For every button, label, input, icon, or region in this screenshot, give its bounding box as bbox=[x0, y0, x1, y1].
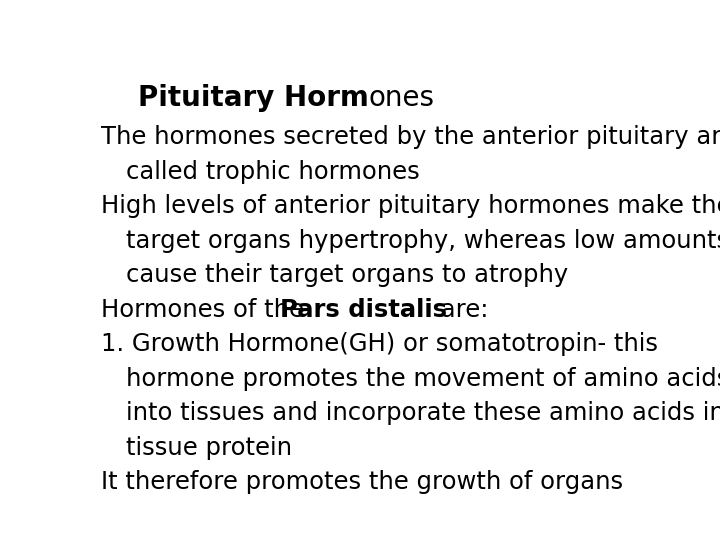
Text: cause their target organs to atrophy: cause their target organs to atrophy bbox=[126, 263, 569, 287]
Text: ones: ones bbox=[369, 84, 435, 112]
Text: hormone promotes the movement of amino acids: hormone promotes the movement of amino a… bbox=[126, 367, 720, 390]
Text: Pars distalis: Pars distalis bbox=[281, 298, 448, 322]
Text: Hormones of the: Hormones of the bbox=[101, 298, 312, 322]
Text: called trophic hormones: called trophic hormones bbox=[126, 160, 420, 184]
Text: It therefore promotes the growth of organs: It therefore promotes the growth of orga… bbox=[101, 470, 624, 494]
Text: Pituitary Horm: Pituitary Horm bbox=[138, 84, 369, 112]
Text: are:: are: bbox=[433, 298, 489, 322]
Text: target organs hypertrophy, whereas low amounts: target organs hypertrophy, whereas low a… bbox=[126, 228, 720, 253]
Text: into tissues and incorporate these amino acids into: into tissues and incorporate these amino… bbox=[126, 401, 720, 425]
Text: 1. Growth Hormone(GH) or somatotropin- this: 1. Growth Hormone(GH) or somatotropin- t… bbox=[101, 332, 658, 356]
Text: The hormones secreted by the anterior pituitary are: The hormones secreted by the anterior pi… bbox=[101, 125, 720, 149]
Text: High levels of anterior pituitary hormones make their: High levels of anterior pituitary hormon… bbox=[101, 194, 720, 218]
Text: tissue protein: tissue protein bbox=[126, 436, 292, 460]
